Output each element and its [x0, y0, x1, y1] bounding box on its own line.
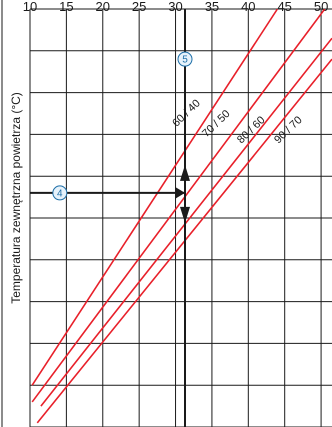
grid: [29, 8, 332, 427]
guide-lines: [30, 9, 191, 427]
marker-5-label: 5: [182, 55, 188, 66]
x-tick-label: 15: [59, 0, 73, 14]
marker-5-circle: [177, 51, 193, 67]
series-line-2: [31, 9, 326, 403]
x-tick-label: 30: [168, 0, 182, 14]
marker-4-circle: [52, 185, 68, 201]
x-tick-label: 10: [23, 0, 37, 14]
series-label-2: 70 / 50: [200, 108, 233, 140]
x-tick-label: 25: [132, 0, 146, 14]
series-label-4: 90 / 70: [272, 114, 305, 146]
x-tick-label: 20: [96, 0, 110, 14]
series-line-3: [40, 37, 332, 407]
series-line-1: [31, 9, 279, 386]
step-markers: 54: [52, 51, 193, 201]
y-axis-label: Temperatura zewnętrzna powietrza (°C): [9, 92, 23, 304]
series-lines: [31, 9, 332, 424]
x-tick-label: 40: [241, 0, 255, 14]
arrow-up-icon: [180, 164, 191, 181]
marker-4-label: 4: [57, 188, 63, 199]
arrow-right-icon: [175, 186, 186, 199]
x-tick-label: 45: [277, 0, 291, 14]
x-axis-ticks: 10 15 20 25 30 35 40 45 50: [23, 0, 329, 14]
x-tick-label: 35: [205, 0, 219, 14]
arrow-down-icon: [180, 206, 191, 223]
x-tick-label: 50: [314, 0, 328, 14]
